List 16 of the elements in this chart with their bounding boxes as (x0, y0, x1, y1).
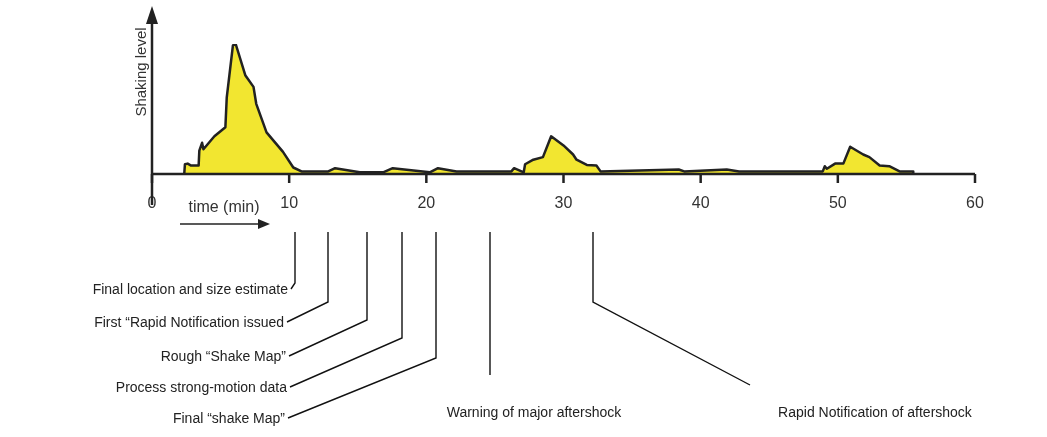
text: Final “shake Map” (172, 410, 286, 426)
text: Final location and size estimate (92, 281, 289, 297)
text: Process strong-motion data (115, 379, 288, 395)
text: First “Rapid Notification issued (94, 314, 284, 330)
text: Rough “Shake Map” (160, 348, 287, 364)
text: Warning of major aftershock (446, 404, 623, 420)
y-axis-title: Shaking level (132, 27, 149, 117)
x-tick-label: 10 (280, 194, 299, 212)
x-tick-label: 30 (554, 194, 573, 212)
text: Rapid Notification of aftershock (778, 404, 973, 420)
x-tick-label: 60 (966, 194, 984, 212)
x-axis-title: time (min) (188, 198, 260, 215)
x-tick-label: 20 (417, 194, 436, 212)
x-tick-label: 40 (691, 194, 710, 212)
x-tick-label: 0 (147, 194, 157, 212)
x-tick-label: 50 (828, 194, 847, 212)
